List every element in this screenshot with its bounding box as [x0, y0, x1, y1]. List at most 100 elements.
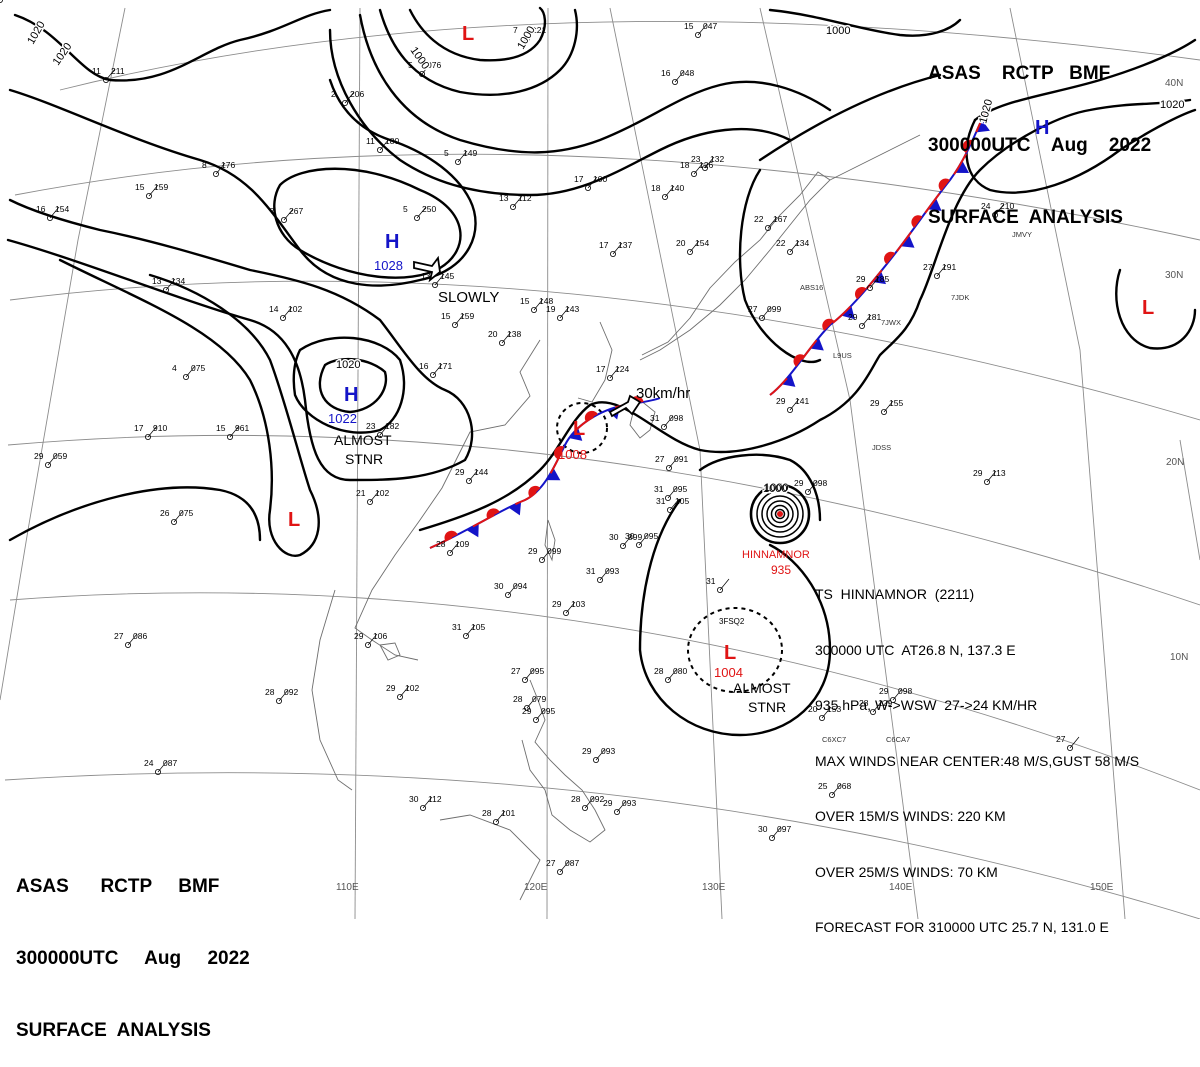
station-temp: 28: [482, 808, 492, 818]
station-temp: 13: [152, 276, 162, 286]
station-temp: 22: [754, 214, 764, 224]
station-temp: 29: [879, 686, 889, 696]
coast-kurils: [829, 134, 921, 181]
wind-barb: [416, 206, 427, 219]
station-plot: 21 102: [356, 488, 389, 505]
wind-barb: [936, 264, 947, 277]
station-pressure: 185: [875, 274, 889, 284]
station-plot: 30 099: [609, 532, 642, 550]
meridian-150e: [1009, 7, 1126, 919]
station-plot: 29 095: [522, 706, 555, 724]
station-circle: [759, 314, 766, 321]
wind-barb: [767, 216, 778, 229]
isobar-front-low: [418, 98, 1192, 532]
station-circle: [687, 248, 694, 255]
station-temp: 5: [408, 60, 413, 70]
station-pressure: 092: [284, 687, 298, 697]
station-pressure: 121: [532, 25, 546, 35]
wind-barb: [664, 185, 675, 198]
wind-barb: [148, 184, 159, 197]
station-plot: 16 154: [36, 204, 69, 221]
ship-callsign-6: C6XC7: [822, 735, 846, 744]
isobar-northeast-1000: [768, 8, 962, 37]
station-pressure: 961: [235, 423, 249, 433]
wind-barb: [559, 306, 570, 319]
lat-label-1: 30N: [1165, 270, 1183, 281]
station-temp: 29: [354, 631, 364, 641]
station-pressure: 080: [673, 666, 687, 676]
cold-front-triangle: [546, 468, 561, 481]
header-block: ASAS RCTP BMF 300000UTC Aug 2022 SURFACE…: [928, 14, 1151, 254]
station-temp: 29: [870, 398, 880, 408]
typhoon-name-label: HINNAMNOR: [742, 549, 810, 561]
wind-barb: [215, 162, 226, 175]
station-temp: 29: [794, 478, 804, 488]
station-circle: [429, 371, 436, 378]
station-pressure: 143: [565, 304, 579, 314]
station-circle: [366, 498, 373, 505]
station-circle: [162, 286, 169, 293]
station-circle: [364, 642, 371, 649]
wind-barb: [622, 534, 633, 547]
wind-barb: [584, 796, 595, 809]
station-pressure: 105: [675, 496, 689, 506]
station-pressure: 141: [795, 396, 809, 406]
station-temp: 15: [520, 296, 530, 306]
station-circle: [992, 211, 999, 218]
isobar-east-1020: [973, 38, 1197, 122]
station-circle: [665, 677, 672, 684]
station-circle: [672, 79, 679, 86]
station-plot: 29 102: [386, 683, 419, 701]
station-circle: [125, 642, 132, 649]
wind-barb: [344, 91, 355, 104]
coast-japan: [639, 171, 831, 361]
station-pressure: 124: [615, 364, 629, 374]
station-pressure: 211: [111, 66, 125, 76]
station-temp: 5: [444, 148, 449, 158]
wind-barb: [986, 470, 997, 483]
isobar-h1022: [318, 357, 388, 414]
wind-barb: [465, 624, 476, 637]
station-circle: [413, 214, 420, 221]
center-h-2: H: [1035, 117, 1049, 139]
wind-barb: [535, 708, 546, 721]
wind-barb: [379, 138, 390, 151]
station-plot: 20 138: [488, 329, 521, 346]
station-temp: 26: [160, 508, 170, 518]
station-temp: 27: [114, 631, 124, 641]
warm-front-semicircle: [822, 318, 835, 331]
center-value-5: 1004: [714, 665, 743, 680]
station-temp: 13: [421, 271, 431, 281]
station-circle: [819, 715, 826, 722]
station-pressure: 095: [530, 666, 544, 676]
station-circle: [531, 306, 538, 313]
station-plot: 15 159: [441, 311, 474, 328]
station-plot: 29 098: [879, 686, 912, 704]
station-circle: [498, 339, 505, 346]
station-circle: [557, 869, 564, 876]
station-plot: 30 112: [409, 794, 442, 812]
station-temp: 30: [758, 824, 768, 834]
lon-label-4: 150E: [1090, 882, 1114, 893]
center-value-0: 1028: [374, 258, 403, 273]
dashed-circles: [556, 402, 783, 693]
station-circle: [446, 550, 453, 557]
station-temp: 15: [684, 21, 694, 31]
station-circle: [717, 587, 724, 594]
station-circle: [661, 423, 668, 430]
wind-barb: [697, 23, 708, 36]
wind-barb: [869, 276, 880, 289]
isobar-north-arc: [358, 13, 832, 154]
station-circle: [805, 488, 812, 495]
station-circle: [859, 322, 866, 329]
typhoon-ring-6: [774, 508, 786, 520]
station-plot: 14 102: [269, 304, 302, 321]
station-temp: 20: [676, 238, 686, 248]
station-plot: 13 145: [421, 271, 454, 288]
station-temp: 31: [654, 484, 664, 494]
station-temp: 17: [596, 364, 606, 374]
station-plot: 29 093: [603, 798, 636, 816]
station-pressure: 181: [867, 312, 881, 322]
parallel-0n: [9, 592, 1200, 791]
